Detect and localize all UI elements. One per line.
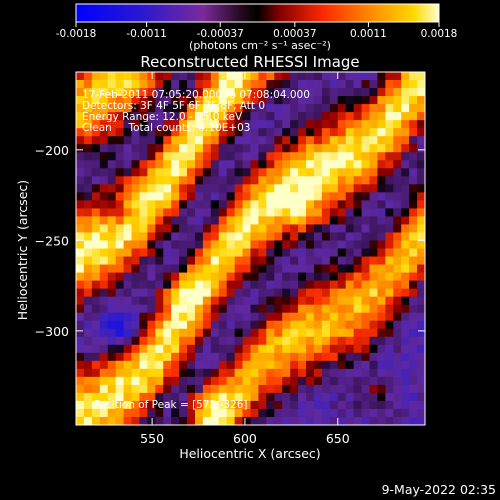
x-tick-label: 650: [326, 431, 350, 446]
colorbar-ticks: [75, 22, 440, 27]
footer-timestamp: 9-May-2022 02:35: [382, 482, 496, 497]
x-axis-tick-labels: 550 600 650: [140, 431, 350, 446]
colorbar-units: (photons cm⁻² s⁻¹ asec⁻²): [189, 39, 331, 52]
x-tick-label: 550: [140, 431, 164, 446]
annotation-peak-position: Position of Peak = [572,-326]: [94, 399, 248, 411]
x-axis-label: Heliocentric X (arcsec): [179, 446, 320, 461]
y-axis-ticks: [76, 149, 425, 332]
chart-title: Reconstructed RHESSI Image: [140, 53, 359, 71]
annotation-block: 17-Feb-2011 07:05:20.000 to 07:08:04.000…: [82, 89, 310, 134]
annotation-detectors: Detectors: 3F 4F 5F 6F 7F 8F, Att 0: [82, 100, 265, 112]
colorbar-tick-labels: -0.0018 -0.0011 -0.00037 0.00037 0.0011 0.001…: [56, 28, 458, 40]
x-tick-label: 600: [233, 431, 257, 446]
y-tick-label: −250: [35, 233, 69, 248]
colorbar-tick-label: 0.0018: [421, 28, 458, 40]
colorbar-tick-label: -0.00037: [197, 28, 244, 40]
heatmap-image: [76, 72, 425, 425]
colorbar-gradient: [75, 3, 440, 23]
colorbar: -0.0018 -0.0011 -0.00037 0.00037 0.0011 0.001…: [56, 3, 458, 52]
y-axis-label: Heliocentric Y (arcsec): [15, 180, 30, 320]
annotation-clean-counts: Clean Total counts: 4.10E+03: [82, 122, 251, 134]
y-tick-label: −300: [35, 324, 69, 339]
x-axis-ticks: [151, 72, 339, 425]
colorbar-tick-label: -0.0011: [126, 28, 167, 40]
colorbar-tick-label: 0.00037: [273, 28, 316, 40]
annotation-time-range: 17-Feb-2011 07:05:20.000 to 07:08:04.000: [82, 89, 310, 101]
colorbar-tick-label: -0.0018: [56, 28, 97, 40]
annotation-energy-range: Energy Range: 12.0 - 25.0 keV: [82, 111, 243, 123]
y-axis-tick-labels: −200 −250 −300: [35, 143, 69, 339]
colorbar-tick-label: 0.0011: [350, 28, 387, 40]
y-tick-label: −200: [35, 143, 69, 158]
plot-frame: [75, 71, 426, 426]
